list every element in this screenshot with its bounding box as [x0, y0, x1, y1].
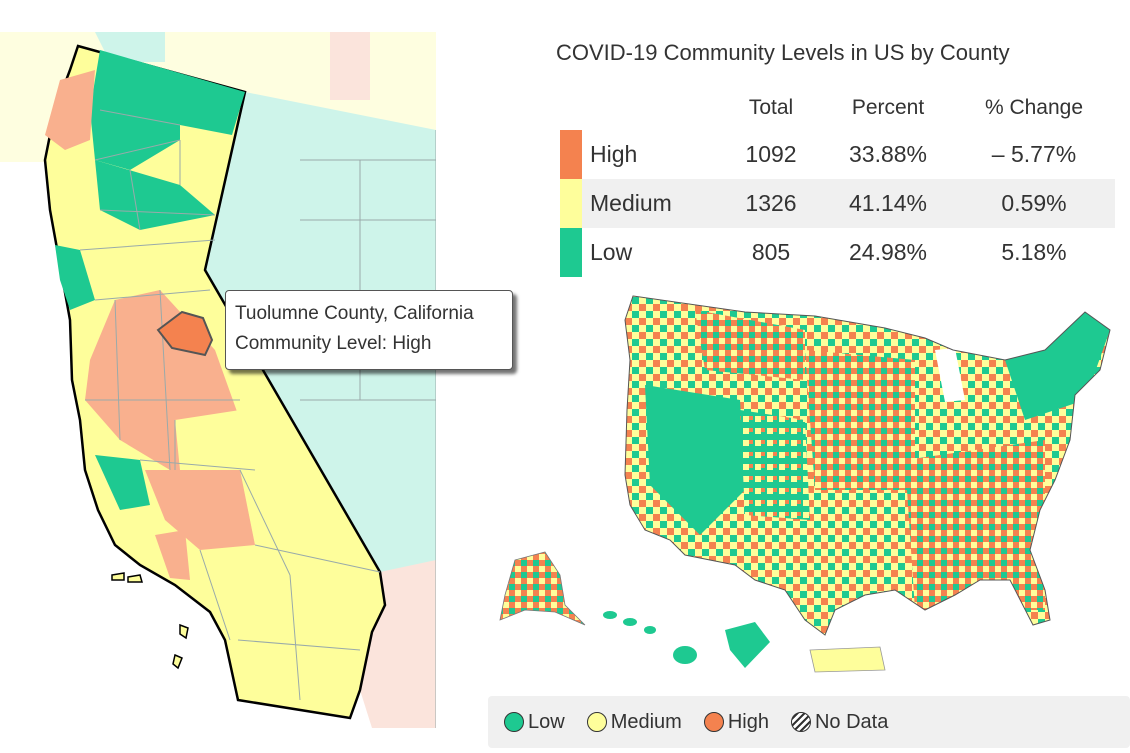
oregon-high-county — [330, 32, 370, 100]
table-header-row: Total Percent % Change — [560, 86, 1115, 130]
hatch-legend-dot — [790, 712, 811, 732]
ca-low-bay[interactable] — [55, 245, 95, 310]
row-change: 0.59% — [953, 179, 1115, 228]
summary-table: Total Percent % Change High 1092 33.88% … — [560, 86, 1115, 277]
row-total: 1326 — [719, 179, 823, 228]
ca-low-county-central-coast[interactable] — [95, 455, 150, 510]
row-label: Medium — [582, 179, 719, 228]
puerto-rico[interactable] — [809, 646, 886, 673]
ca-medium-county-central[interactable] — [175, 410, 240, 470]
legend-label: High — [727, 710, 769, 733]
table-row-low: Low 805 24.98% 5.18% — [560, 228, 1115, 277]
contiguous-us[interactable] — [615, 290, 1125, 640]
legend-item-low[interactable]: Low — [504, 711, 565, 734]
row-percent: 41.14% — [823, 179, 953, 228]
medium-swatch — [560, 179, 582, 228]
row-change: 5.18% — [1001, 239, 1067, 265]
legend-item-high[interactable]: High — [703, 710, 769, 734]
ca-low-county-north2[interactable] — [95, 160, 215, 230]
header-percent: Percent — [851, 96, 925, 119]
table-row-high: High 1092 33.88% – 5.77% — [560, 130, 1115, 179]
legend-item-no-data[interactable]: No Data — [790, 710, 889, 734]
ca-high-county-coast-south[interactable] — [155, 530, 190, 580]
ca-high-county-coast[interactable] — [45, 70, 95, 150]
row-total: 805 — [751, 239, 791, 265]
page-title: COVID-19 Community Levels in US by Count… — [556, 40, 1010, 65]
low-legend-dot — [504, 712, 524, 732]
legend-label: Low — [528, 710, 565, 733]
us-outline — [624, 295, 1111, 636]
legend-item-medium[interactable]: Medium — [586, 710, 682, 734]
tuolumne-county-selected[interactable] — [156, 310, 214, 357]
ca-medium-county-north[interactable] — [180, 125, 232, 190]
us-county-map[interactable] — [485, 290, 1125, 688]
nevada-area[interactable] — [205, 92, 436, 728]
map-legend: Low Medium High No Data — [488, 696, 1130, 748]
row-percent: 24.98% — [848, 239, 927, 265]
header-total: Total — [748, 96, 794, 119]
table-row-medium: Medium 1326 41.14% 0.59% — [560, 179, 1115, 228]
low-swatch — [560, 228, 582, 277]
county-tooltip: Tuolumne County, California Community Le… — [225, 290, 513, 370]
row-percent: 33.88% — [848, 141, 927, 167]
legend-label: No Data — [814, 710, 889, 733]
county-boundaries — [79, 109, 436, 728]
header-change: % Change — [984, 96, 1084, 119]
row-total: 1092 — [745, 141, 797, 167]
territory-green[interactable] — [725, 622, 770, 668]
hawaii[interactable] — [603, 611, 697, 664]
ca-low-counties-north[interactable] — [90, 50, 245, 170]
tooltip-community-level: Community Level: High — [235, 333, 432, 354]
ca-high-county-south[interactable] — [145, 470, 255, 550]
alaska[interactable] — [499, 551, 586, 626]
row-label: Low — [590, 239, 633, 265]
tooltip-county-name: Tuolumne County, California — [235, 303, 474, 324]
high-swatch — [560, 130, 582, 179]
channel-islands — [111, 572, 189, 670]
legend-label: Medium — [610, 710, 682, 733]
row-label: High — [590, 141, 638, 167]
medium-legend-dot — [586, 712, 607, 732]
high-legend-dot — [703, 712, 724, 732]
california-map[interactable] — [0, 32, 436, 728]
row-change: – 5.77% — [991, 141, 1077, 167]
